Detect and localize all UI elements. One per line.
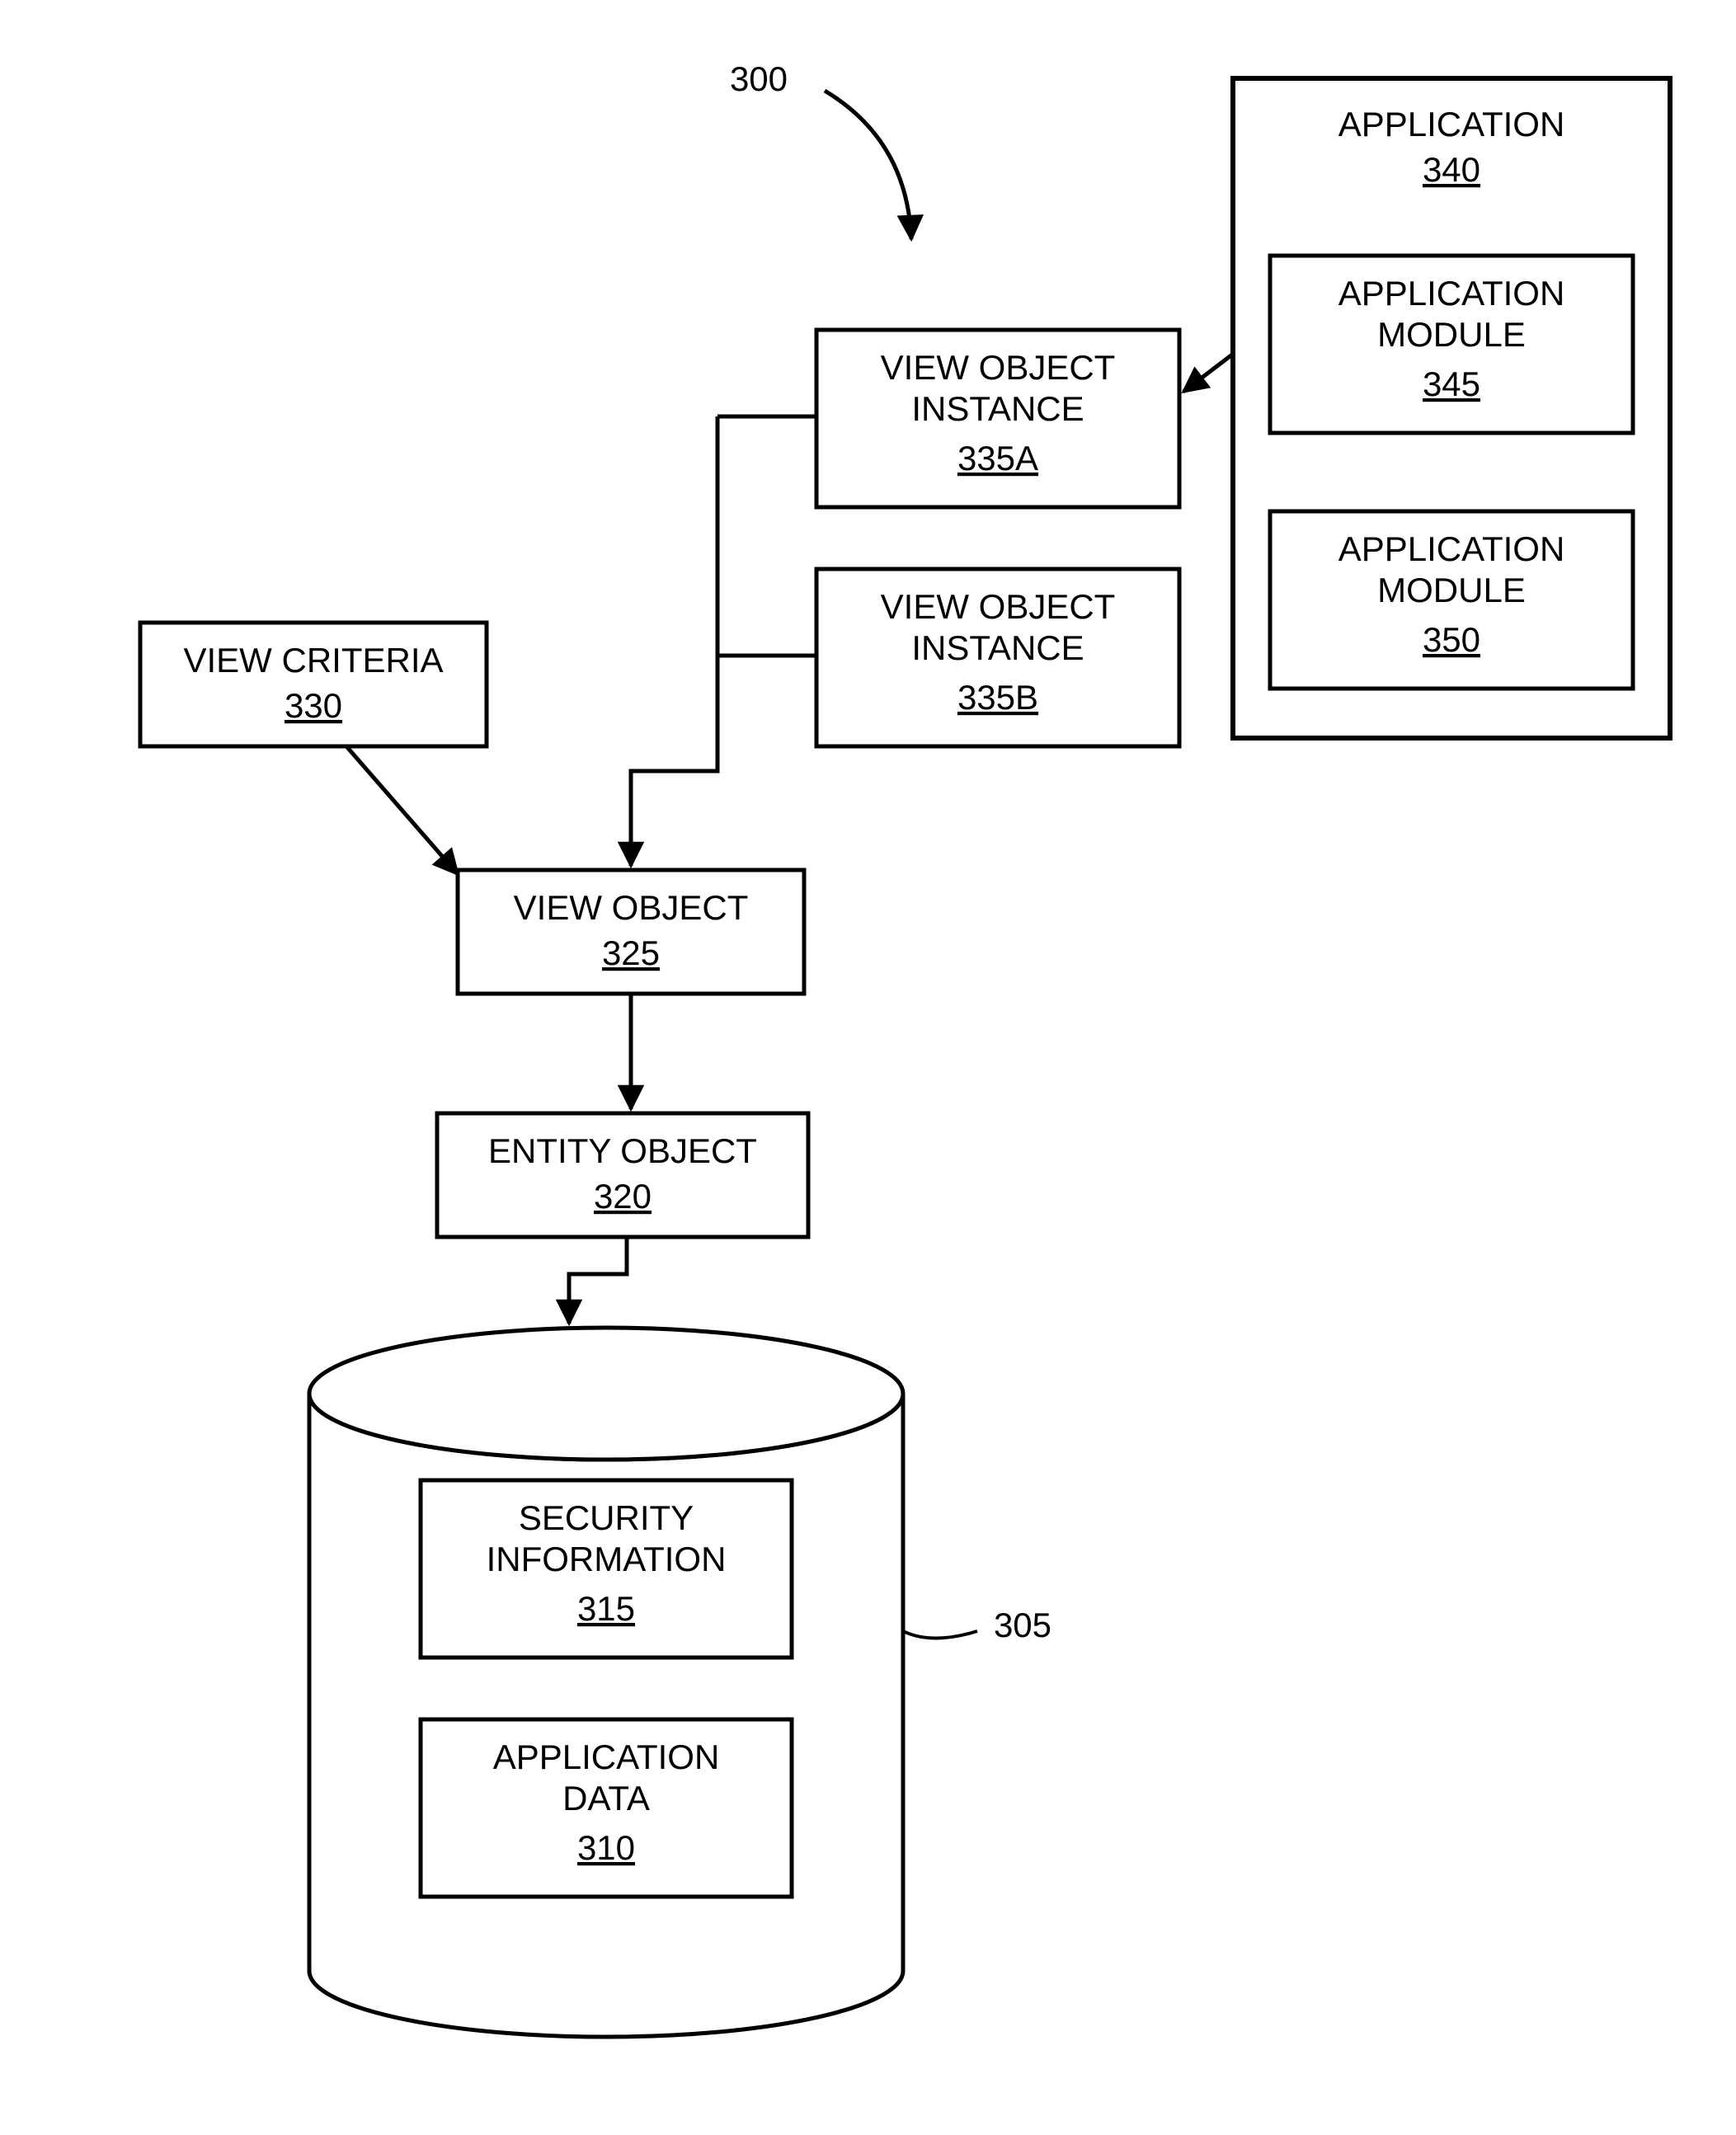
app_module_345-line-0: APPLICATION [1338,274,1565,313]
view_object-line-0: VIEW OBJECT [514,888,749,927]
view_instance_a-ref: 335A [957,439,1038,477]
app_module_350-line-1: MODULE [1377,571,1526,609]
application_data-line-1: DATA [562,1779,650,1818]
application_data: APPLICATIONDATA 310 [421,1719,792,1897]
view_instance_a-line-0: VIEW OBJECT [881,348,1116,387]
view_instance_b-ref: 335B [957,678,1038,717]
view_criteria: VIEW CRITERIA 330 [140,623,487,746]
view_instance_b: VIEW OBJECTINSTANCE 335B [816,569,1179,746]
application_container-ref: 340 [1423,150,1480,189]
view_criteria-ref: 330 [285,686,342,725]
database-cylinder [309,1328,903,2037]
entity_object: ENTITY OBJECT 320 [437,1113,808,1237]
security_info-ref: 315 [577,1589,635,1628]
app_module_345: APPLICATIONMODULE 345 [1270,256,1633,433]
view_object: VIEW OBJECT 325 [458,870,804,994]
view_object-ref: 325 [602,933,660,972]
app_module_345-ref: 345 [1423,364,1480,403]
view_instance_a-line-1: INSTANCE [911,389,1084,428]
view_instance_b-line-0: VIEW OBJECT [881,587,1116,626]
view_instance_b-line-1: INSTANCE [911,628,1084,667]
view_instance_a: VIEW OBJECTINSTANCE 335A [816,330,1179,507]
view_criteria-line-0: VIEW CRITERIA [183,641,443,680]
security_info: SECURITYINFORMATION 315 [421,1480,792,1658]
security_info-line-0: SECURITY [519,1498,694,1537]
entity_object-line-0: ENTITY OBJECT [488,1131,757,1170]
svg-text:305: 305 [994,1606,1051,1644]
application_data-ref: 310 [577,1828,635,1867]
db-ref: 305 [903,1606,1051,1644]
app_module_350: APPLICATIONMODULE 350 [1270,511,1633,689]
figure-ref: 300 [730,59,911,239]
svg-text:300: 300 [730,59,788,98]
application_data-line-0: APPLICATION [493,1738,720,1776]
app_module_345-line-1: MODULE [1377,315,1526,354]
app_module_350-ref: 350 [1423,620,1480,659]
application_container-title: APPLICATION [1338,105,1565,143]
security_info-line-1: INFORMATION [487,1540,727,1578]
entity_object-ref: 320 [594,1177,652,1216]
app_module_350-line-0: APPLICATION [1338,529,1565,568]
